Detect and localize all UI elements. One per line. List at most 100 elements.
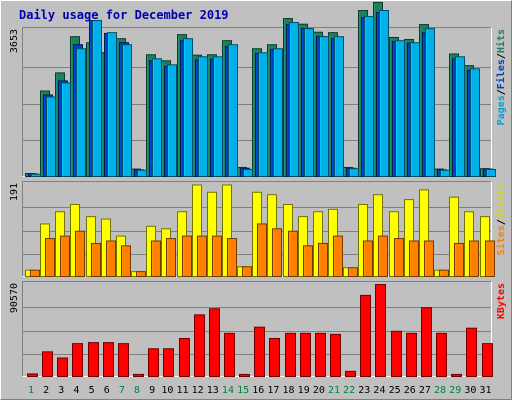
bar-sites-day-13	[212, 235, 222, 277]
x-label-day-18: 18	[283, 385, 295, 396]
x-label-day-8: 8	[134, 385, 140, 396]
bar-sites-day-9	[151, 240, 161, 277]
x-label-day-22: 22	[343, 385, 355, 396]
bar-pages-day-22	[349, 168, 359, 178]
bar-pages-day-12	[198, 56, 208, 177]
x-label-day-30: 30	[464, 385, 476, 396]
x-label-day-23: 23	[358, 385, 370, 396]
bar-kbytes-day-15	[239, 373, 250, 377]
bar-pages-day-10	[167, 64, 177, 177]
bar-kbytes-day-30	[466, 327, 477, 377]
x-label-day-7: 7	[119, 385, 125, 396]
bar-sites-day-19	[303, 245, 313, 277]
bar-pages-day-8	[137, 169, 147, 177]
bar-kbytes-day-9	[148, 348, 159, 377]
panel-3: 90570 KBytes	[9, 281, 507, 378]
series-legend: KBytes	[496, 283, 507, 319]
bar-sites-day-27	[424, 240, 434, 277]
bar-sites-day-15	[242, 266, 252, 278]
y-max-label: 191	[9, 183, 20, 201]
x-label-day-26: 26	[404, 385, 416, 396]
legend-separator: /	[496, 89, 507, 95]
bar-sites-day-11	[182, 235, 192, 277]
bar-pages-day-5	[92, 20, 102, 177]
x-label-day-5: 5	[89, 385, 95, 396]
bar-kbytes-day-14	[224, 332, 235, 378]
series-legend: Pages/Files/Hits	[495, 29, 507, 125]
x-label-day-12: 12	[192, 385, 204, 396]
x-label-day-11: 11	[176, 385, 188, 396]
x-label-day-29: 29	[449, 385, 461, 396]
bar-kbytes-day-29	[451, 373, 462, 377]
bar-kbytes-day-2	[42, 351, 53, 378]
bar-pages-day-26	[410, 42, 420, 177]
bar-pages-day-23	[364, 16, 374, 177]
bar-sites-day-5	[91, 242, 101, 277]
bar-sites-day-3	[60, 235, 70, 277]
bar-pages-day-21	[334, 36, 344, 177]
bar-kbytes-day-12	[194, 314, 205, 378]
bar-sites-day-31	[485, 240, 495, 277]
x-label-day-24: 24	[373, 385, 385, 396]
bar-pages-day-31	[486, 168, 496, 178]
bar-pages-day-11	[183, 38, 193, 178]
legend-pages: Pages	[496, 95, 507, 125]
bar-kbytes-day-4	[72, 343, 83, 377]
y-max-label: 3653	[9, 29, 20, 53]
x-label-day-13: 13	[207, 385, 219, 396]
bar-kbytes-day-3	[57, 357, 68, 378]
bar-sites-day-17	[272, 228, 282, 277]
bar-kbytes-day-5	[88, 342, 99, 377]
bar-pages-day-30	[470, 68, 480, 177]
bar-sites-day-25	[394, 238, 404, 277]
bar-sites-day-4	[75, 230, 85, 277]
bar-pages-day-24	[379, 10, 389, 177]
bar-kbytes-day-17	[269, 337, 280, 378]
bar-pages-day-28	[440, 169, 450, 177]
bar-sites-day-29	[454, 242, 464, 277]
bar-sites-day-18	[288, 230, 298, 277]
series-legend: Sites/Visits	[495, 183, 507, 255]
bar-sites-day-26	[409, 240, 419, 277]
x-label-day-19: 19	[298, 385, 310, 396]
x-label-day-3: 3	[58, 385, 64, 396]
x-label-day-4: 4	[73, 385, 79, 396]
legend-files: Files	[495, 59, 507, 89]
bar-pages-day-18	[289, 22, 299, 178]
bar-kbytes-day-13	[209, 308, 220, 378]
bar-pages-day-9	[152, 58, 162, 177]
bar-sites-day-14	[227, 238, 237, 277]
bar-kbytes-day-6	[103, 342, 114, 377]
bar-sites-day-24	[378, 235, 388, 277]
x-label-day-31: 31	[479, 385, 491, 396]
chart-title: Daily usage for December 2019	[19, 8, 229, 22]
x-label-day-27: 27	[419, 385, 431, 396]
panel-2: 191 Sites/Visits	[9, 181, 507, 278]
x-label-day-21: 21	[328, 385, 340, 396]
bar-sites-day-6	[106, 240, 116, 277]
bar-pages-day-15	[243, 168, 253, 178]
bar-pages-day-2	[46, 96, 56, 177]
bar-kbytes-day-22	[345, 370, 356, 377]
x-label-day-16: 16	[252, 385, 264, 396]
x-label-day-14: 14	[222, 385, 234, 396]
y-max-label: 90570	[9, 283, 20, 313]
bar-sites-day-1	[30, 269, 40, 278]
bar-sites-day-28	[439, 269, 449, 278]
legend-sites: Sites	[495, 225, 507, 255]
legend-hits: Hits	[495, 29, 507, 53]
bar-sites-day-2	[45, 238, 55, 277]
bar-sites-day-10	[166, 238, 176, 277]
bar-pages-day-6	[107, 32, 117, 177]
bar-kbytes-day-7	[118, 343, 129, 377]
bar-pages-day-3	[61, 82, 71, 177]
bar-kbytes-day-23	[360, 294, 371, 378]
x-label-day-17: 17	[267, 385, 279, 396]
x-label-day-6: 6	[104, 385, 110, 396]
bar-pages-day-29	[455, 56, 465, 177]
bar-sites-day-22	[348, 267, 358, 277]
bar-kbytes-day-31	[482, 343, 493, 377]
bar-pages-day-7	[122, 44, 132, 178]
bar-sites-day-7	[121, 245, 131, 277]
